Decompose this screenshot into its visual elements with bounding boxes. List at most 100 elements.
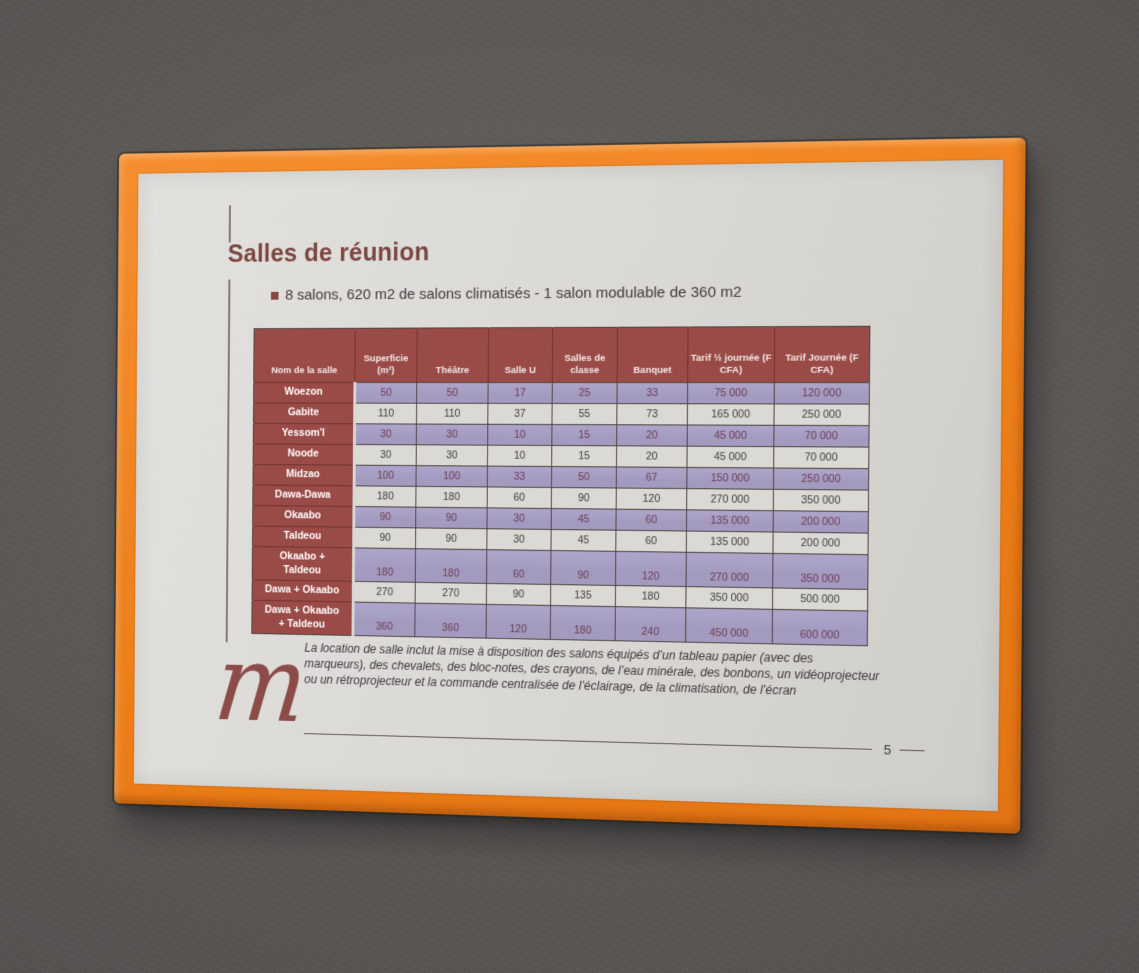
value-cell: 90 <box>486 583 551 606</box>
column-header: Superficie (m²) <box>354 328 418 383</box>
value-cell: 90 <box>550 550 616 586</box>
value-cell: 90 <box>415 527 487 550</box>
orange-frame: Salles de réunion 8 salons, 620 m2 de sa… <box>114 137 1026 834</box>
value-cell: 33 <box>487 466 552 488</box>
room-name-cell: Okaabo + Taldeou <box>252 546 354 582</box>
value-cell: 30 <box>354 423 417 445</box>
header-row: Nom de la salle Superficie (m²) Théâtre Sal… <box>253 326 870 383</box>
slide-title: Salles de réunion <box>227 238 430 268</box>
value-cell: 45 <box>551 508 617 531</box>
paper-slide: Salles de réunion 8 salons, 620 m2 de sa… <box>133 159 1004 812</box>
value-cell: 90 <box>415 507 488 529</box>
value-cell: 60 <box>487 486 552 509</box>
column-header: Salle U <box>488 327 553 383</box>
page-number: 5 <box>883 741 892 758</box>
column-header: Banquet <box>617 326 689 383</box>
value-cell: 180 <box>415 548 487 584</box>
value-cell: 135 000 <box>686 531 774 554</box>
framed-sign: Salles de réunion 8 salons, 620 m2 de sa… <box>114 137 1026 834</box>
value-cell: 120 <box>486 604 551 640</box>
value-cell: 135 <box>550 584 616 607</box>
value-cell: 45 000 <box>687 424 774 447</box>
column-header: Théâtre <box>416 327 489 383</box>
value-cell: 240 <box>615 606 686 643</box>
value-cell: 270 <box>415 582 487 605</box>
value-cell: 600 000 <box>772 609 868 646</box>
table-row: Gabite 110 110 37 55 73 165 000 250 000 <box>253 402 870 426</box>
value-cell: 37 <box>487 403 553 425</box>
value-cell: 60 <box>615 530 687 553</box>
value-cell: 30 <box>354 444 417 466</box>
value-cell: 90 <box>353 527 416 549</box>
value-cell: 70 000 <box>773 425 870 448</box>
value-cell: 30 <box>416 444 488 467</box>
rooms-table-body: Woezon 50 50 17 25 33 75 000 120 000 Gabite 110 11… <box>251 382 870 646</box>
value-cell: 120 <box>616 488 687 510</box>
room-name-cell: Midzao <box>252 464 355 486</box>
subtitle-text: 8 salons, 620 m2 de salons climatisés - … <box>285 283 742 304</box>
value-cell: 25 <box>552 382 618 404</box>
value-cell: 110 <box>354 403 417 425</box>
value-cell: 100 <box>354 465 417 487</box>
value-cell: 150 000 <box>686 467 774 490</box>
value-cell: 33 <box>616 382 688 404</box>
bullet-square-icon <box>270 291 279 300</box>
rooms-table: Nom de la salle Superficie (m²) Théâtre Sal… <box>251 325 871 647</box>
value-cell: 180 <box>415 486 488 508</box>
value-cell: 90 <box>353 506 416 528</box>
footer-rule-short <box>899 749 925 752</box>
room-name-cell: Taldeou <box>252 526 354 548</box>
value-cell: 67 <box>616 466 687 489</box>
value-cell: 10 <box>487 445 552 467</box>
table-row: Woezon 50 50 17 25 33 75 000 120 000 <box>253 382 870 405</box>
value-cell: 20 <box>616 445 688 468</box>
value-cell: 100 <box>415 465 488 487</box>
value-cell: 360 <box>352 602 416 637</box>
column-header-room-name: Nom de la salle <box>253 328 356 383</box>
value-cell: 50 <box>416 382 489 404</box>
value-cell: 60 <box>615 509 687 532</box>
value-cell: 20 <box>616 424 688 447</box>
value-cell: 10 <box>487 424 552 446</box>
room-name-cell: Dawa + Okaabo <box>252 579 354 603</box>
column-header: Tarif Journée (F CFA) <box>774 326 870 383</box>
column-header: Salles de classe <box>552 327 618 383</box>
value-cell: 50 <box>551 466 617 489</box>
value-cell: 30 <box>486 528 552 551</box>
left-margin-rule-top <box>228 205 231 243</box>
footer-rule-row: 5 <box>303 726 946 759</box>
value-cell: 30 <box>416 424 488 446</box>
value-cell: 250 000 <box>773 403 870 426</box>
footnote-text: La location de salle inclut la mise à di… <box>304 640 880 698</box>
value-cell: 250 000 <box>773 467 869 491</box>
room-name-cell: Dawa-Dawa <box>252 484 355 507</box>
value-cell: 15 <box>551 424 617 446</box>
room-name-cell: Okaabo <box>252 505 354 528</box>
value-cell: 200 000 <box>772 532 869 555</box>
value-cell: 270 000 <box>686 552 773 588</box>
value-cell: 110 <box>416 403 488 425</box>
value-cell: 50 <box>354 382 417 404</box>
value-cell: 17 <box>487 382 553 404</box>
value-cell: 350 000 <box>685 586 773 610</box>
value-cell: 120 <box>615 551 687 587</box>
subtitle-row: 8 salons, 620 m2 de salons climatisés - … <box>270 283 742 304</box>
footer-rule-long <box>303 732 873 751</box>
value-cell: 360 <box>414 603 487 639</box>
value-cell: 180 <box>550 605 616 641</box>
value-cell: 30 <box>486 507 552 530</box>
room-name-cell: Noode <box>253 443 355 466</box>
value-cell: 73 <box>616 403 688 425</box>
value-cell: 120 000 <box>774 382 870 405</box>
value-cell: 55 <box>551 403 617 425</box>
left-margin-rule-bottom <box>225 279 231 643</box>
value-cell: 180 <box>615 585 687 608</box>
value-cell: 350 000 <box>772 553 869 590</box>
value-cell: 60 <box>486 549 551 585</box>
value-cell: 180 <box>353 485 416 508</box>
room-name-cell: Yessom'l <box>253 423 355 445</box>
value-cell: 200 000 <box>773 510 869 534</box>
value-cell: 75 000 <box>687 382 775 404</box>
value-cell: 180 <box>353 547 416 583</box>
value-cell: 500 000 <box>772 587 868 611</box>
